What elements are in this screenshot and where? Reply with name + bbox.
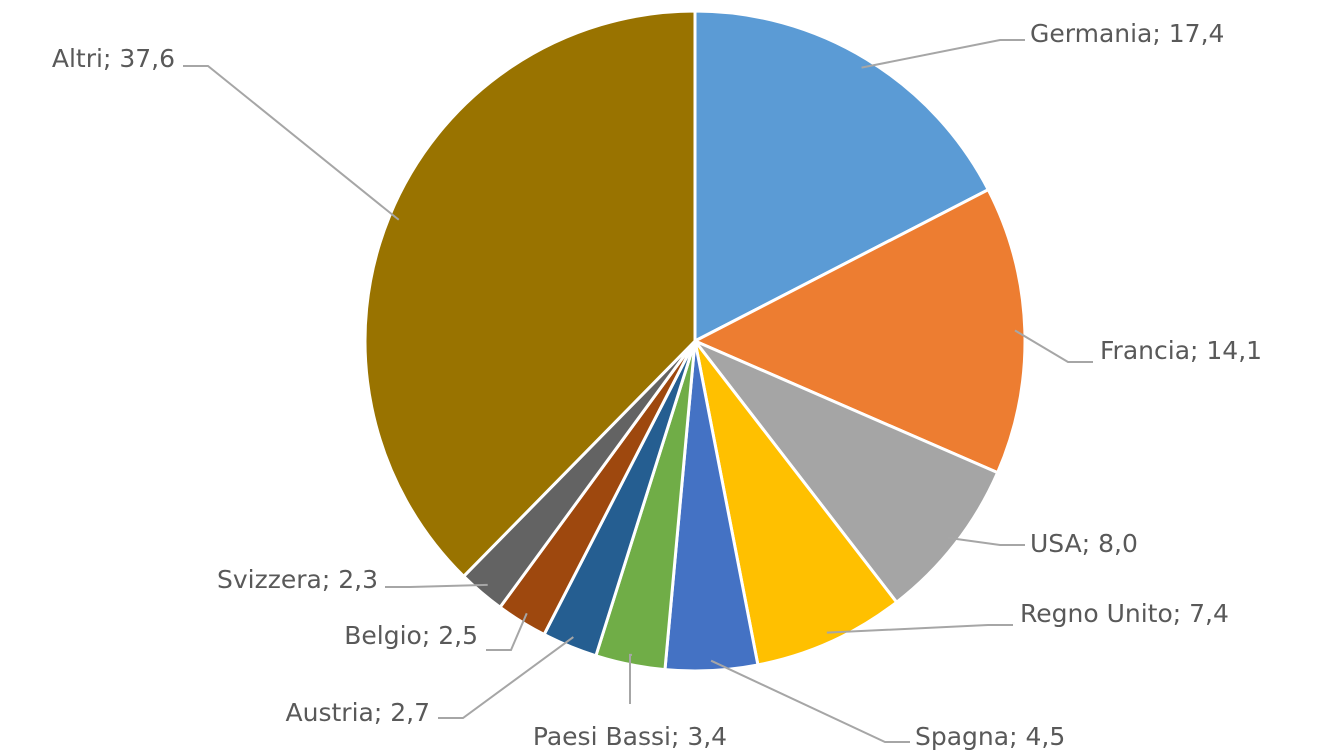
label-separator: ; [103, 44, 119, 73]
data-label: Austria; 2,7 [286, 698, 430, 727]
label-value: 7,4 [1189, 599, 1229, 628]
data-label: USA; 8,0 [1030, 529, 1138, 558]
label-separator: ; [1082, 529, 1098, 558]
label-value: 17,4 [1169, 19, 1225, 48]
label-category: Francia [1100, 336, 1190, 365]
label-value: 37,6 [119, 44, 175, 73]
label-value: 8,0 [1098, 529, 1138, 558]
label-category: Germania [1030, 19, 1152, 48]
leader-line [486, 612, 528, 651]
data-label: Belgio; 2,5 [344, 621, 478, 650]
data-label: Spagna; 4,5 [915, 722, 1065, 751]
data-label: Germania; 17,4 [1030, 19, 1224, 48]
pie-slice [691, 187, 1027, 475]
label-separator: ; [671, 722, 687, 751]
leader-line [861, 39, 1025, 69]
label-value: 2,7 [390, 698, 430, 727]
leader-line [947, 536, 1025, 546]
data-label: Svizzera; 2,3 [217, 565, 378, 594]
label-separator: ; [1152, 19, 1168, 48]
pie-slice [693, 340, 899, 667]
leader-line [183, 65, 400, 221]
label-category: Altri [52, 44, 103, 73]
label-category: Paesi Bassi [533, 722, 671, 751]
leader-line [629, 653, 632, 704]
pie-slice [693, 339, 1000, 605]
label-separator: ; [1173, 599, 1189, 628]
data-label: Regno Unito; 7,4 [1020, 599, 1229, 628]
label-category: Spagna [915, 722, 1009, 751]
data-label: Paesi Bassi; 3,4 [533, 722, 727, 751]
label-separator: ; [1009, 722, 1025, 751]
label-category: Belgio [344, 621, 422, 650]
label-value: 14,1 [1206, 336, 1262, 365]
leader-line [826, 624, 1013, 634]
label-value: 2,5 [438, 621, 478, 650]
label-category: USA [1030, 529, 1082, 558]
leader-line [438, 636, 574, 719]
label-value: 3,4 [687, 722, 727, 751]
pie-slice [363, 9, 697, 579]
label-value: 2,3 [338, 565, 378, 594]
label-category: Regno Unito [1020, 599, 1173, 628]
leader-line [1014, 329, 1093, 363]
label-separator: ; [322, 565, 338, 594]
pie-slice [693, 9, 991, 344]
data-label: Francia; 14,1 [1100, 336, 1262, 365]
label-separator: ; [422, 621, 438, 650]
label-separator: ; [1190, 336, 1206, 365]
label-category: Austria [286, 698, 374, 727]
leader-line [385, 583, 488, 588]
label-value: 4,5 [1025, 722, 1065, 751]
label-category: Svizzera [217, 565, 322, 594]
data-label: Altri; 37,6 [52, 44, 175, 73]
leader-line [710, 659, 910, 743]
label-separator: ; [374, 698, 390, 727]
